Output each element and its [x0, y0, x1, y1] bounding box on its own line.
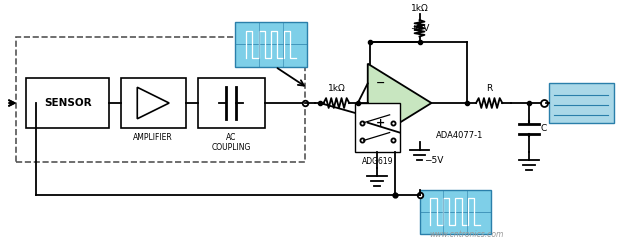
Text: C: C — [541, 124, 547, 133]
Polygon shape — [368, 64, 432, 142]
Text: +5V: +5V — [410, 24, 429, 33]
Text: 1kΩ: 1kΩ — [328, 84, 346, 93]
Text: www.cntronics.com: www.cntronics.com — [430, 230, 504, 239]
Text: AC
COUPLING: AC COUPLING — [211, 132, 251, 152]
Text: −: − — [376, 78, 385, 88]
Text: R: R — [486, 84, 492, 93]
Bar — [236, 22, 307, 67]
Bar — [549, 83, 614, 123]
Text: AMPLIFIER: AMPLIFIER — [133, 132, 173, 141]
Text: +: + — [376, 118, 385, 128]
Text: SENSOR: SENSOR — [44, 98, 91, 108]
Bar — [420, 190, 491, 234]
Bar — [121, 78, 185, 128]
Bar — [26, 78, 109, 128]
Bar — [198, 78, 265, 128]
Text: −5V: −5V — [425, 156, 444, 164]
Text: ADA4077-1: ADA4077-1 — [436, 130, 484, 140]
Polygon shape — [137, 87, 169, 119]
Text: ADG619: ADG619 — [361, 157, 393, 166]
Bar — [355, 103, 400, 152]
Bar — [16, 37, 305, 162]
Text: 1kΩ: 1kΩ — [410, 4, 428, 13]
